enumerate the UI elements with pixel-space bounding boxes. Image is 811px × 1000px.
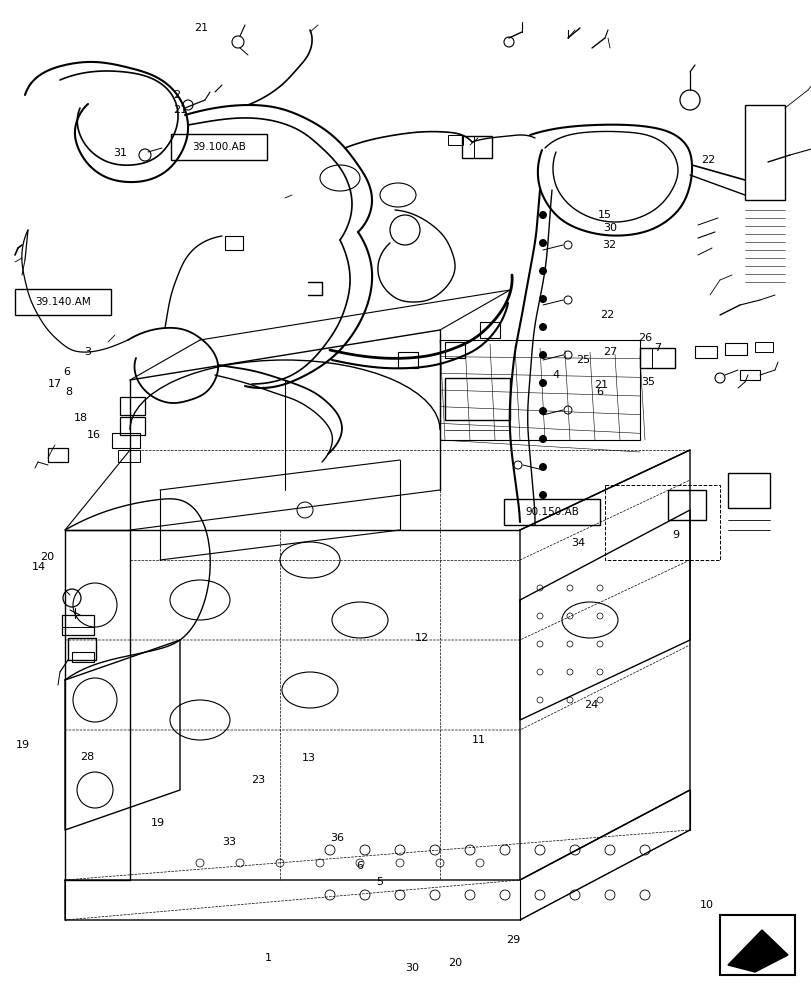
- Bar: [72, 652, 94, 662]
- Text: 12: 12: [414, 633, 429, 643]
- Text: 19: 19: [151, 818, 165, 828]
- Text: 33: 33: [221, 837, 236, 847]
- Text: 26: 26: [637, 333, 652, 343]
- Bar: [120, 397, 145, 415]
- Circle shape: [539, 435, 547, 443]
- Bar: [48, 448, 68, 462]
- Circle shape: [539, 295, 547, 303]
- Text: 24: 24: [583, 700, 598, 710]
- Text: 9: 9: [672, 530, 678, 540]
- Bar: [639, 348, 651, 368]
- Text: 21: 21: [593, 380, 607, 390]
- Text: 25: 25: [575, 355, 590, 365]
- Text: 6: 6: [63, 367, 70, 377]
- Text: 11: 11: [471, 735, 486, 745]
- Text: 2: 2: [174, 90, 180, 100]
- Circle shape: [539, 379, 547, 387]
- Text: 23: 23: [251, 775, 265, 785]
- Text: 22: 22: [599, 310, 614, 320]
- Text: 17: 17: [48, 379, 62, 389]
- Bar: [120, 417, 145, 435]
- Text: 21: 21: [194, 23, 208, 33]
- Bar: [440, 340, 639, 440]
- Bar: [62, 615, 94, 635]
- Text: 5: 5: [376, 877, 383, 887]
- Text: 14: 14: [32, 562, 46, 572]
- Text: 32: 32: [601, 240, 616, 250]
- Text: 22: 22: [700, 155, 714, 165]
- Circle shape: [539, 323, 547, 331]
- Bar: [479, 322, 500, 338]
- Text: 10: 10: [698, 900, 713, 910]
- Text: 21: 21: [173, 105, 187, 115]
- Text: 6: 6: [356, 861, 363, 871]
- Bar: [444, 342, 465, 358]
- Bar: [724, 343, 746, 355]
- Bar: [225, 236, 242, 250]
- Text: 1: 1: [264, 953, 271, 963]
- Bar: [461, 136, 491, 158]
- Bar: [15, 289, 111, 315]
- Text: 39.100.AB: 39.100.AB: [192, 142, 246, 152]
- Text: 15: 15: [597, 210, 611, 220]
- Text: 6: 6: [595, 387, 602, 397]
- Text: 16: 16: [86, 430, 101, 440]
- Text: 30: 30: [603, 223, 617, 233]
- Text: 18: 18: [74, 413, 88, 423]
- Text: 3: 3: [84, 347, 91, 357]
- Bar: [504, 499, 599, 525]
- Circle shape: [539, 239, 547, 247]
- Bar: [171, 134, 267, 160]
- Bar: [719, 915, 794, 975]
- Bar: [739, 370, 759, 380]
- Text: 27: 27: [603, 347, 617, 357]
- Text: 29: 29: [505, 935, 520, 945]
- Circle shape: [539, 407, 547, 415]
- Bar: [112, 433, 139, 448]
- Text: 8: 8: [66, 387, 72, 397]
- Circle shape: [539, 211, 547, 219]
- Text: 31: 31: [113, 148, 127, 158]
- Bar: [448, 135, 462, 145]
- Bar: [444, 378, 509, 420]
- Text: 35: 35: [640, 377, 654, 387]
- Bar: [744, 105, 784, 200]
- Bar: [62, 627, 94, 635]
- Text: 39.140.AM: 39.140.AM: [36, 297, 91, 307]
- Text: 36: 36: [329, 833, 344, 843]
- Text: 7: 7: [654, 343, 660, 353]
- Polygon shape: [727, 930, 787, 972]
- Circle shape: [539, 267, 547, 275]
- Text: 4: 4: [552, 370, 559, 380]
- Circle shape: [539, 463, 547, 471]
- Text: 28: 28: [80, 752, 95, 762]
- Bar: [639, 348, 674, 368]
- Bar: [397, 352, 418, 368]
- Text: 20: 20: [40, 552, 54, 562]
- Circle shape: [539, 351, 547, 359]
- Bar: [667, 490, 705, 520]
- Text: 13: 13: [301, 753, 315, 763]
- Text: 34: 34: [570, 538, 585, 548]
- Text: 19: 19: [15, 740, 30, 750]
- Bar: [118, 450, 139, 462]
- Bar: [694, 346, 716, 358]
- Circle shape: [539, 491, 547, 499]
- Bar: [68, 638, 96, 660]
- Text: 30: 30: [405, 963, 419, 973]
- Text: 90.150.AB: 90.150.AB: [525, 507, 578, 517]
- Bar: [727, 473, 769, 508]
- Text: 20: 20: [447, 958, 461, 968]
- Bar: [461, 136, 474, 158]
- Bar: [754, 342, 772, 352]
